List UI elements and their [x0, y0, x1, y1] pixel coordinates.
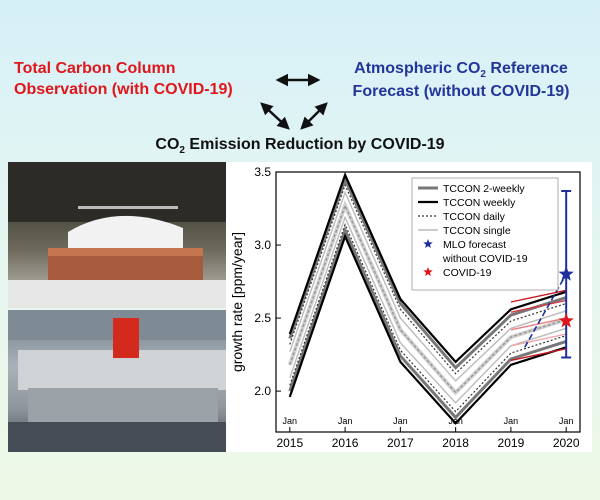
- series-2-band-0: [289, 183, 567, 375]
- legend-forecast-star: [423, 239, 433, 248]
- dome-photo-art: [8, 162, 240, 308]
- legend-covid-star: [423, 267, 433, 276]
- growth-rate-chart: 2.0 2.5 3.0 3.5 Jan 2015 Jan 2016 Jan 2017 Jan 2018…: [229, 165, 581, 450]
- bottom-title-sub: 2: [179, 145, 185, 156]
- y-tick-label-2: 3.0: [254, 238, 271, 252]
- right-title: Atmospheric CO2 Reference Forecast (with…: [334, 58, 588, 102]
- bottom-title: CO2 Emission Reduction by COVID-19: [0, 134, 600, 157]
- covid-line-4: [510, 348, 567, 362]
- arrow-right-down: [300, 102, 328, 130]
- x-tick-label-1: 2016: [332, 436, 359, 450]
- spectrometer-lab-photo: [8, 310, 240, 452]
- x-jan-label-0: Jan: [283, 416, 298, 426]
- x-jan-label-5: Jan: [559, 416, 574, 426]
- legend-forecast-label-2: without COVID-19: [442, 253, 528, 265]
- x-jan-label-3: Jan: [448, 416, 463, 426]
- forecast-star: [558, 266, 574, 281]
- relation-arrows: [260, 73, 328, 130]
- series-3-band-0: [289, 190, 567, 382]
- covid-star: [558, 313, 574, 328]
- x-tick-label-3: 2018: [442, 436, 469, 450]
- series-1-band-0: [288, 171, 567, 364]
- y-axis-label: growth rate [ppm/year]: [229, 232, 245, 372]
- x-tick-label-4: 2019: [498, 436, 525, 450]
- series-1-band-1: [288, 233, 567, 425]
- arrow-left-down: [260, 102, 290, 130]
- legend-forecast-label: MLO forecast: [443, 239, 506, 251]
- y-tick-label-1: 2.5: [254, 311, 271, 325]
- series-2-band-1: [289, 222, 567, 413]
- x-jan-label-1: Jan: [338, 416, 353, 426]
- series-0-band-0: [288, 175, 567, 370]
- bottom-title-co: CO: [155, 136, 180, 153]
- plot-frame: [275, 171, 581, 433]
- covid-line-3: [510, 333, 567, 347]
- tccon-instrument-dome-photo: [8, 162, 240, 308]
- right-title-line1: Atmospheric CO2 Reference: [334, 58, 588, 81]
- covid-line-0: [510, 289, 567, 303]
- legend-label-1: TCCON weekly: [443, 197, 516, 209]
- x-tick-label-0: 2015: [276, 436, 303, 450]
- chart-panel: 2.0 2.5 3.0 3.5 Jan 2015 Jan 2016 Jan 2017 Jan 2018…: [226, 162, 592, 452]
- x-tick-label-2: 2017: [387, 436, 414, 450]
- left-title-line2: Observation (with COVID-19): [14, 81, 233, 98]
- right-title-co: Atmospheric CO: [354, 60, 481, 77]
- y-tick-label-3: 3.5: [254, 165, 271, 179]
- forecast-dashed-line: [524, 273, 567, 348]
- legend-label-2: TCCON daily: [443, 211, 506, 223]
- legend-box: [411, 177, 559, 291]
- right-title-ref: Reference: [485, 60, 568, 77]
- y-tick-label-0: 2.0: [254, 384, 271, 398]
- covid-line-1: [510, 299, 567, 313]
- series-3-band-1: [289, 215, 567, 404]
- x-jan-label-4: Jan: [504, 416, 519, 426]
- x-tick-label-5: 2020: [553, 436, 580, 450]
- x-jan-label-2: Jan: [393, 416, 408, 426]
- legend-covid-label: COVID-19: [443, 267, 492, 279]
- legend-label-3: TCCON single: [443, 225, 511, 237]
- series-0-band-1: [288, 226, 567, 420]
- bottom-title-rest: Emission Reduction by COVID-19: [184, 136, 445, 153]
- right-title-sub: 2: [480, 69, 486, 80]
- left-title-line1: Total Carbon Column: [14, 60, 176, 77]
- right-title-line2: Forecast (without COVID-19): [352, 83, 570, 100]
- legend-label-0: TCCON 2-weekly: [443, 183, 525, 195]
- left-title: Total Carbon Column Observation (with CO…: [14, 58, 233, 100]
- mean-line: [289, 203, 567, 394]
- lab-photo-art: [8, 310, 240, 452]
